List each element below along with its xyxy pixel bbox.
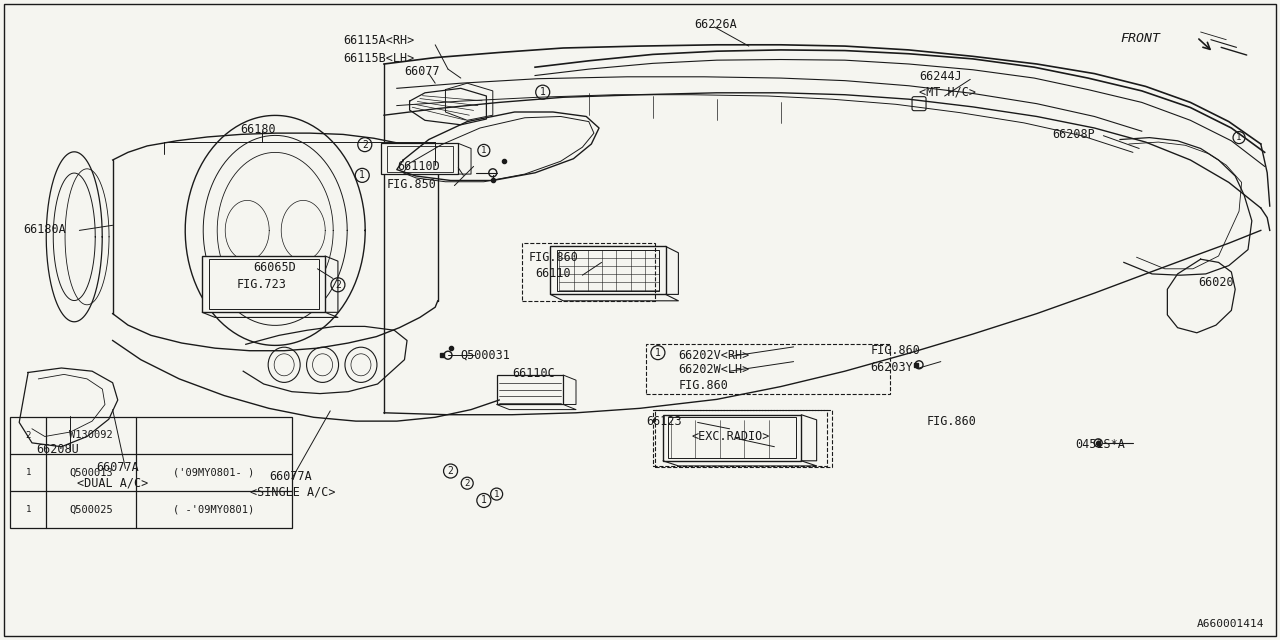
Text: 66202W<LH>: 66202W<LH> [678, 364, 750, 376]
Text: FIG.860: FIG.860 [927, 415, 977, 428]
Circle shape [536, 85, 549, 99]
Text: 66123: 66123 [646, 415, 682, 428]
Circle shape [23, 429, 33, 441]
Text: FIG.723: FIG.723 [237, 278, 287, 291]
Circle shape [23, 504, 33, 515]
Bar [10, 417, 292, 528]
Text: FIG.850: FIG.850 [387, 178, 436, 191]
Text: A660001414: A660001414 [1197, 619, 1265, 629]
Circle shape [1233, 132, 1245, 143]
Text: <MT H/C>: <MT H/C> [919, 85, 977, 98]
Text: 1: 1 [26, 505, 31, 514]
Text: FIG.860: FIG.860 [678, 379, 728, 392]
Text: Q500031: Q500031 [461, 349, 511, 362]
Bar [668, 417, 796, 458]
Text: 66226A: 66226A [694, 18, 736, 31]
Text: 66115B<LH>: 66115B<LH> [343, 52, 415, 65]
Text: ('09MY0801- ): ('09MY0801- ) [173, 467, 255, 477]
Circle shape [356, 168, 369, 182]
Text: <EXC.RADIO>: <EXC.RADIO> [691, 430, 769, 443]
Bar [381, 143, 458, 174]
Bar [202, 256, 325, 312]
FancyBboxPatch shape [913, 97, 925, 111]
Text: 66110C: 66110C [512, 367, 554, 380]
Text: 66180: 66180 [241, 123, 276, 136]
Text: 1: 1 [655, 348, 660, 358]
Text: 1: 1 [360, 170, 365, 180]
Text: 2: 2 [465, 479, 470, 488]
Text: Q500025: Q500025 [69, 504, 113, 515]
Bar [209, 259, 319, 309]
Text: 66077A: 66077A [96, 461, 138, 474]
Circle shape [477, 493, 490, 508]
Text: 66180A: 66180A [23, 223, 65, 236]
Bar [550, 246, 666, 294]
Bar [557, 250, 659, 291]
Text: <DUAL A/C>: <DUAL A/C> [77, 476, 148, 489]
Text: 0451S*A: 0451S*A [1075, 438, 1125, 451]
Text: 2: 2 [448, 466, 453, 476]
Text: 66244J: 66244J [919, 70, 961, 83]
Text: 1: 1 [26, 468, 31, 477]
Text: <SINGLE A/C>: <SINGLE A/C> [250, 486, 335, 499]
Circle shape [490, 488, 503, 500]
Circle shape [915, 361, 923, 369]
Text: FIG.860: FIG.860 [529, 251, 579, 264]
Text: 66110D: 66110D [397, 160, 439, 173]
Circle shape [1094, 439, 1102, 447]
Text: Q500013: Q500013 [69, 467, 113, 477]
Text: 66208U: 66208U [36, 443, 78, 456]
Text: 2: 2 [335, 280, 340, 290]
Text: 66208P: 66208P [1052, 128, 1094, 141]
Text: 66203Y: 66203Y [870, 361, 913, 374]
Text: 66065D: 66065D [253, 261, 296, 274]
Bar [646, 344, 890, 394]
Circle shape [23, 467, 33, 478]
Text: 66077: 66077 [404, 65, 440, 78]
Text: FIG.860: FIG.860 [870, 344, 920, 357]
Text: 1: 1 [540, 87, 545, 97]
Circle shape [652, 346, 664, 360]
Circle shape [358, 138, 371, 152]
Text: FRONT: FRONT [1120, 32, 1160, 45]
Circle shape [477, 145, 490, 156]
Bar [387, 146, 453, 172]
Circle shape [461, 477, 474, 489]
Bar [522, 243, 655, 301]
Text: 1: 1 [481, 146, 486, 155]
Text: 66077A: 66077A [269, 470, 311, 483]
Text: W130092: W130092 [69, 430, 113, 440]
Text: 1: 1 [481, 495, 486, 506]
Text: 2: 2 [26, 431, 31, 440]
Circle shape [444, 464, 457, 478]
Bar [497, 375, 563, 404]
Circle shape [489, 169, 497, 177]
Text: 66110: 66110 [535, 268, 571, 280]
Text: 66202V<RH>: 66202V<RH> [678, 349, 750, 362]
Text: 66020: 66020 [1198, 276, 1234, 289]
Circle shape [444, 351, 452, 359]
Text: 1: 1 [1236, 133, 1242, 142]
Bar [663, 415, 801, 461]
Text: 2: 2 [362, 140, 367, 150]
Text: 66115A<RH>: 66115A<RH> [343, 35, 415, 47]
Text: 1: 1 [494, 490, 499, 499]
Bar [653, 410, 827, 466]
Circle shape [332, 278, 344, 292]
Text: ( -'09MY0801): ( -'09MY0801) [173, 504, 255, 515]
Bar [655, 410, 832, 467]
